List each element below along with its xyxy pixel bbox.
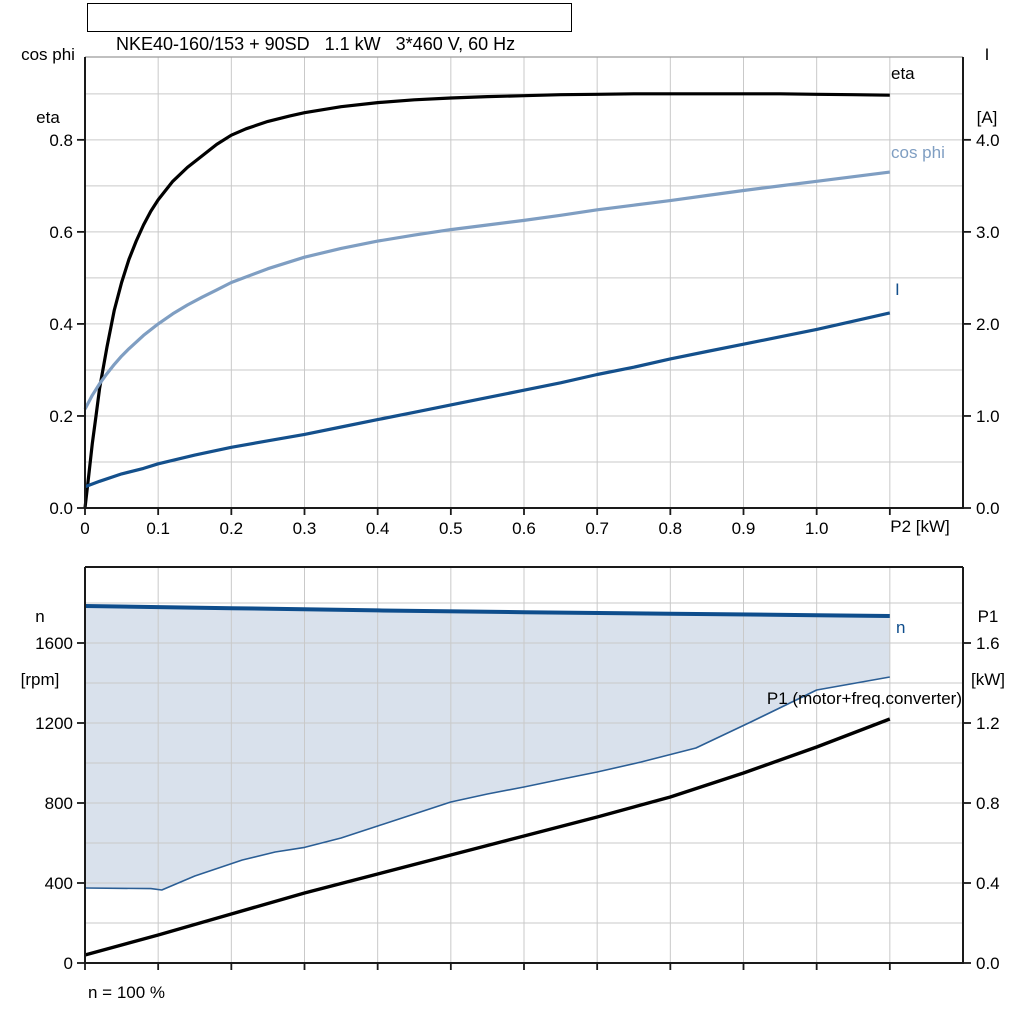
tick-label-left: 1200	[35, 714, 73, 733]
top-chart-plot-area[interactable]	[85, 57, 963, 508]
tick-label-right: 2.0	[976, 315, 1000, 334]
tick-label-left: 0.0	[49, 499, 73, 518]
tick-label-left: 0	[64, 954, 73, 973]
axis-title-line: [kW]	[971, 670, 1005, 689]
axis-title-line: n	[35, 607, 45, 626]
tick-label-left: 0.4	[49, 315, 73, 334]
tick-label-right: 3.0	[976, 223, 1000, 242]
tick-label-left: 0.8	[49, 131, 73, 150]
chart-title-box: NKE40-160/153 + 90SD 1.1 kW 3*460 V, 60 …	[87, 3, 572, 54]
bottom-chart-plot-area[interactable]	[85, 567, 963, 963]
curve-P1	[84, 717, 891, 957]
curve-label-cos-phi: cos phi	[891, 143, 945, 162]
tick-label-right: 1.0	[976, 407, 1000, 426]
tick-label-bottom: 1.0	[805, 519, 829, 538]
tick-label-right: 0.0	[976, 954, 1000, 973]
tick-label-bottom: 0	[80, 519, 89, 538]
tick-label-right: 1.6	[976, 634, 1000, 653]
x-axis-label-p2: P2 [kW]	[890, 517, 950, 536]
tick-label-bottom: 0.5	[439, 519, 463, 538]
tick-label-bottom: 0.8	[659, 519, 683, 538]
speed-range-fill	[85, 606, 890, 890]
tick-label-bottom: 0.4	[366, 519, 390, 538]
axis-title-line: P1	[977, 607, 999, 626]
curve-n	[84, 604, 890, 618]
tick-label-bottom: 0.1	[146, 519, 170, 538]
tick-label-bottom: 0.7	[585, 519, 609, 538]
tick-label-left: 1600	[35, 634, 73, 653]
curve-label-current: I	[895, 280, 900, 299]
tick-label-left: 800	[45, 794, 73, 813]
axis-title-p1: P1 [kW]	[950, 564, 1024, 732]
tick-label-bottom: 0.9	[732, 519, 756, 538]
tick-label-right: 1.2	[976, 714, 1000, 733]
curve-label-speed: n	[896, 618, 906, 637]
axis-title-line: [A]	[976, 108, 998, 127]
tick-label-right: 0.8	[976, 794, 1000, 813]
tick-label-bottom: 0.3	[293, 519, 317, 538]
tick-label-bottom: 0.2	[220, 519, 244, 538]
axis-title-line: cos phi	[21, 45, 75, 64]
curve-label-eta: eta	[891, 64, 915, 83]
tick-label-right: 4.0	[976, 131, 1000, 150]
tick-label-bottom: 0.6	[512, 519, 536, 538]
tick-label-left: 0.6	[49, 223, 73, 242]
curve-n-min	[84, 676, 890, 891]
axis-title-current: I [A]	[948, 2, 1024, 170]
chart-title: NKE40-160/153 + 90SD 1.1 kW 3*460 V, 60 …	[116, 34, 516, 54]
axis-title-line: [rpm]	[20, 670, 60, 689]
tick-label-right: 0.4	[976, 874, 1000, 893]
tick-label-right: 0.0	[976, 499, 1000, 518]
curve-I	[84, 311, 891, 489]
curve-eta	[83, 92, 890, 509]
axis-title-speed: n [rpm]	[2, 564, 78, 732]
footnote-speed-percent: n = 100 %	[88, 983, 166, 1002]
curve-cos-phi	[83, 170, 891, 410]
curve-label-p1: P1 (motor+freq.converter)	[766, 689, 962, 708]
tick-label-left: 0.2	[49, 407, 73, 426]
axis-title-line: I	[984, 45, 990, 64]
axis-title-cosphi-eta: cos phi eta	[6, 2, 90, 170]
tick-label-left: 400	[45, 874, 73, 893]
axis-title-line: eta	[36, 108, 60, 127]
